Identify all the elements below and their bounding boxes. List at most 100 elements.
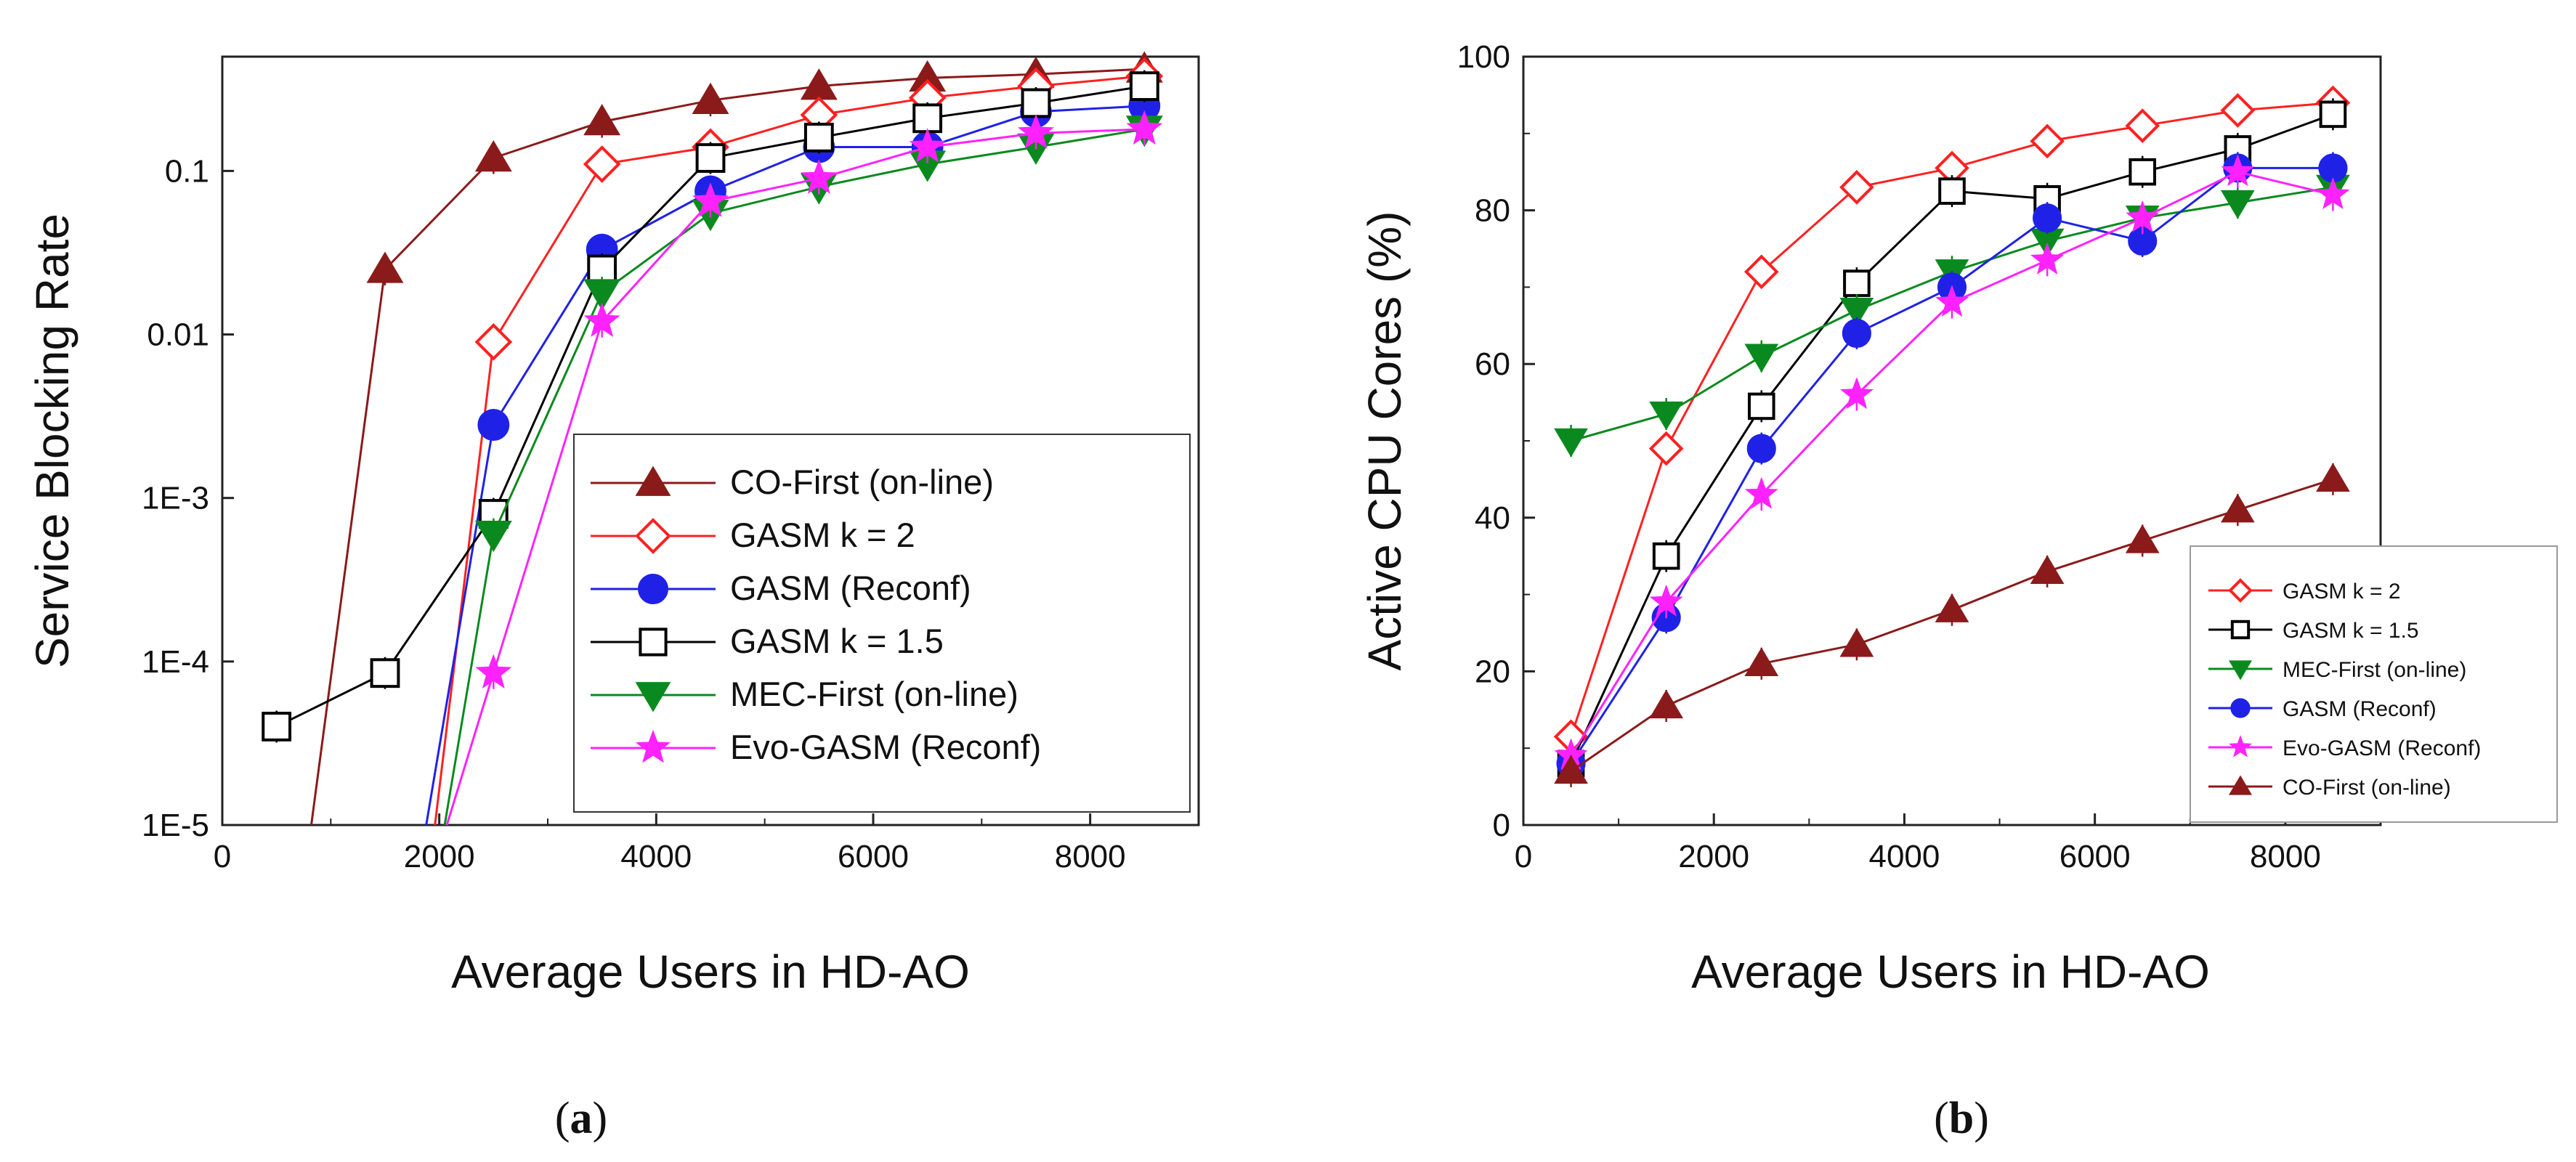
panel-a-x-axis-title: Average Users in HD-AO: [451, 946, 970, 998]
data-point: [1017, 114, 1055, 149]
panel-a-y-axis-title: Service Blocking Rate: [26, 214, 78, 668]
panel-b: 0 2000 4000 6000 8000 0 20 40 60 80 100 …: [1358, 39, 2558, 1143]
legend-item: [591, 729, 716, 763]
legend-item: [2208, 775, 2272, 795]
data-point: [1649, 401, 1684, 431]
data-point: [1129, 71, 1159, 102]
x-tick-label: 4000: [1868, 839, 1940, 874]
panel-b-ticks: [1522, 55, 2287, 826]
x-tick-label: 0: [1515, 839, 1532, 874]
data-point: [1935, 285, 1969, 317]
data-point: [583, 279, 621, 311]
legend-label: MEC-First (on-line): [2283, 658, 2466, 682]
legend-item: [2208, 619, 2272, 640]
series-gasm_k15: [262, 70, 1159, 743]
series-evo_gasm: [445, 110, 1163, 826]
panel-b-legend: GASM k = 2 GASM k = 1.5 MEC-First (on-li…: [2190, 545, 2558, 823]
data-point: [2125, 108, 2160, 144]
panel-b-x-axis-title: Average Users in HD-AO: [1691, 946, 2210, 998]
x-tick-label: 6000: [2059, 839, 2131, 874]
legend-label: Evo-GASM (Reconf): [2283, 736, 2481, 760]
x-tick-label: 6000: [838, 839, 909, 874]
y-tick-label: 40: [1475, 500, 1510, 536]
data-point: [912, 103, 943, 134]
y-tick-label: 0.01: [147, 317, 209, 353]
data-point: [1649, 689, 1684, 719]
data-point: [474, 140, 512, 172]
y-tick-label: 1E-3: [142, 481, 209, 516]
y-tick-label: 1E-5: [142, 808, 209, 843]
panel-a-plot-frame: [221, 55, 1200, 826]
legend-label: GASM k = 2: [2283, 580, 2401, 604]
data-point: [695, 143, 726, 173]
legend-item: [2208, 735, 2272, 757]
x-tick-label: 8000: [1055, 839, 1126, 874]
panel-a-legend: CO-First (on-line) GASM k = 2 GASM (Reco…: [573, 434, 1191, 813]
data-point: [801, 159, 838, 194]
panel-a-series: [262, 51, 1164, 826]
data-point: [2319, 100, 2347, 129]
data-point: [2316, 177, 2350, 210]
data-point: [2220, 93, 2256, 128]
legend-label: Evo-GASM (Reconf): [730, 728, 1041, 766]
data-point: [803, 123, 834, 153]
legend-label: GASM (Reconf): [2283, 697, 2437, 721]
data-point: [2030, 243, 2065, 275]
x-tick-label: 8000: [2250, 839, 2321, 874]
y-tick-label: 0: [1493, 808, 1510, 843]
data-point: [583, 145, 621, 183]
legend-marker: [2230, 698, 2251, 718]
legend-item: [2208, 698, 2272, 718]
legend-item: [591, 627, 716, 657]
data-point: [474, 323, 513, 361]
series-line: [443, 128, 1145, 826]
data-point: [2220, 190, 2255, 219]
data-point: [2125, 524, 2160, 553]
series-line: [425, 105, 1145, 826]
data-point: [477, 409, 510, 441]
data-point: [1839, 627, 1874, 657]
data-point: [2221, 154, 2255, 187]
data-point: [2030, 123, 2065, 159]
data-point: [1935, 593, 1969, 622]
panel-b-series: [1553, 85, 2351, 787]
panel-b-caption-label: (b): [1934, 1094, 1989, 1143]
data-point: [1938, 177, 1966, 205]
data-point: [2129, 158, 2157, 186]
data-point: [1842, 318, 1871, 348]
legend-label: MEC-First (on-line): [730, 675, 1018, 713]
panel-b-y-tick-labels: 0 20 40 60 80 100: [1457, 39, 1510, 843]
data-point: [1126, 110, 1163, 145]
legend-marker: [2230, 619, 2251, 640]
legend-marker: [2228, 660, 2253, 680]
y-tick-label: 60: [1475, 346, 1510, 382]
series-line: [445, 128, 1145, 826]
series-gasm_k2: [1553, 85, 2351, 755]
panel-a: 0 2000 4000 6000 8000 1E-5 1E-4 1E-3 0.0…: [26, 51, 1200, 1143]
y-tick-label: 80: [1475, 193, 1510, 229]
legend-marker: [639, 627, 668, 657]
legend-marker: [635, 682, 671, 712]
data-point: [1554, 428, 1588, 458]
legend-item: [2208, 578, 2272, 603]
legend-label: CO-First (on-line): [2283, 776, 2451, 800]
series-evo_gasm: [1554, 154, 2350, 772]
data-point: [583, 104, 621, 136]
data-point: [2126, 200, 2160, 232]
panel-b-letter: b: [1949, 1094, 1974, 1143]
data-point: [1652, 542, 1680, 570]
legend-label: GASM k = 2: [730, 516, 915, 554]
series-line: [434, 75, 1145, 826]
legend-item: [591, 518, 716, 554]
data-point: [1648, 431, 1684, 466]
data-point: [1843, 269, 1871, 297]
panel-a-letter: a: [570, 1094, 593, 1143]
data-point: [692, 182, 729, 217]
y-tick-label: 1E-4: [142, 644, 209, 680]
legend-marker: [635, 729, 671, 763]
legend-label: GASM k = 1.5: [730, 622, 944, 660]
x-tick-label: 0: [214, 839, 231, 874]
data-point: [2316, 463, 2350, 492]
legend-label: GASM k = 1.5: [2283, 619, 2419, 643]
